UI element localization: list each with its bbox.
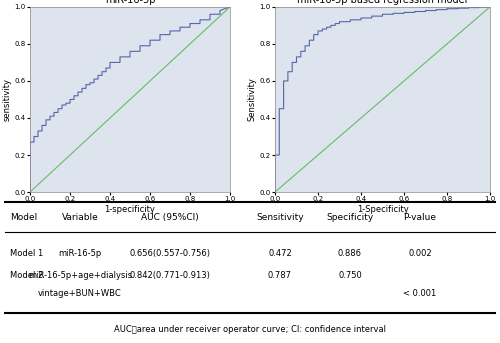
Text: Model 2: Model 2 <box>10 271 43 281</box>
Text: miR-16-5p: miR-16-5p <box>58 249 102 258</box>
Y-axis label: sensitivity: sensitivity <box>3 78 12 121</box>
Text: 0.842(0.771-0.913): 0.842(0.771-0.913) <box>130 271 210 281</box>
Text: Model 1: Model 1 <box>10 249 43 258</box>
Text: < 0.001: < 0.001 <box>404 289 436 298</box>
Text: 0.472: 0.472 <box>268 249 292 258</box>
Text: vintage+BUN+WBC: vintage+BUN+WBC <box>38 289 122 298</box>
Text: P-value: P-value <box>404 213 436 222</box>
Text: 0.886: 0.886 <box>338 249 362 258</box>
Y-axis label: Sensitivity: Sensitivity <box>248 78 257 121</box>
Text: 0.002: 0.002 <box>408 249 432 258</box>
X-axis label: 1-specificity: 1-specificity <box>104 205 156 214</box>
Text: 0.787: 0.787 <box>268 271 292 281</box>
Text: Variable: Variable <box>62 213 98 222</box>
Text: 0.656(0.557-0.756): 0.656(0.557-0.756) <box>130 249 210 258</box>
X-axis label: 1-Specificity: 1-Specificity <box>356 205 408 214</box>
Text: AUC (95%CI): AUC (95%CI) <box>141 213 199 222</box>
Text: AUC：area under receiver operator curve; CI: confidence interval: AUC：area under receiver operator curve; … <box>114 326 386 334</box>
Text: Sensitivity: Sensitivity <box>256 213 304 222</box>
Text: Model: Model <box>10 213 37 222</box>
Text: Specificity: Specificity <box>326 213 374 222</box>
Title: miR-16-5p: miR-16-5p <box>105 0 155 5</box>
Title: miR-16-5p based regression model: miR-16-5p based regression model <box>298 0 468 5</box>
Text: miR-16-5p+age+dialysis: miR-16-5p+age+dialysis <box>28 271 132 281</box>
Text: 0.750: 0.750 <box>338 271 362 281</box>
